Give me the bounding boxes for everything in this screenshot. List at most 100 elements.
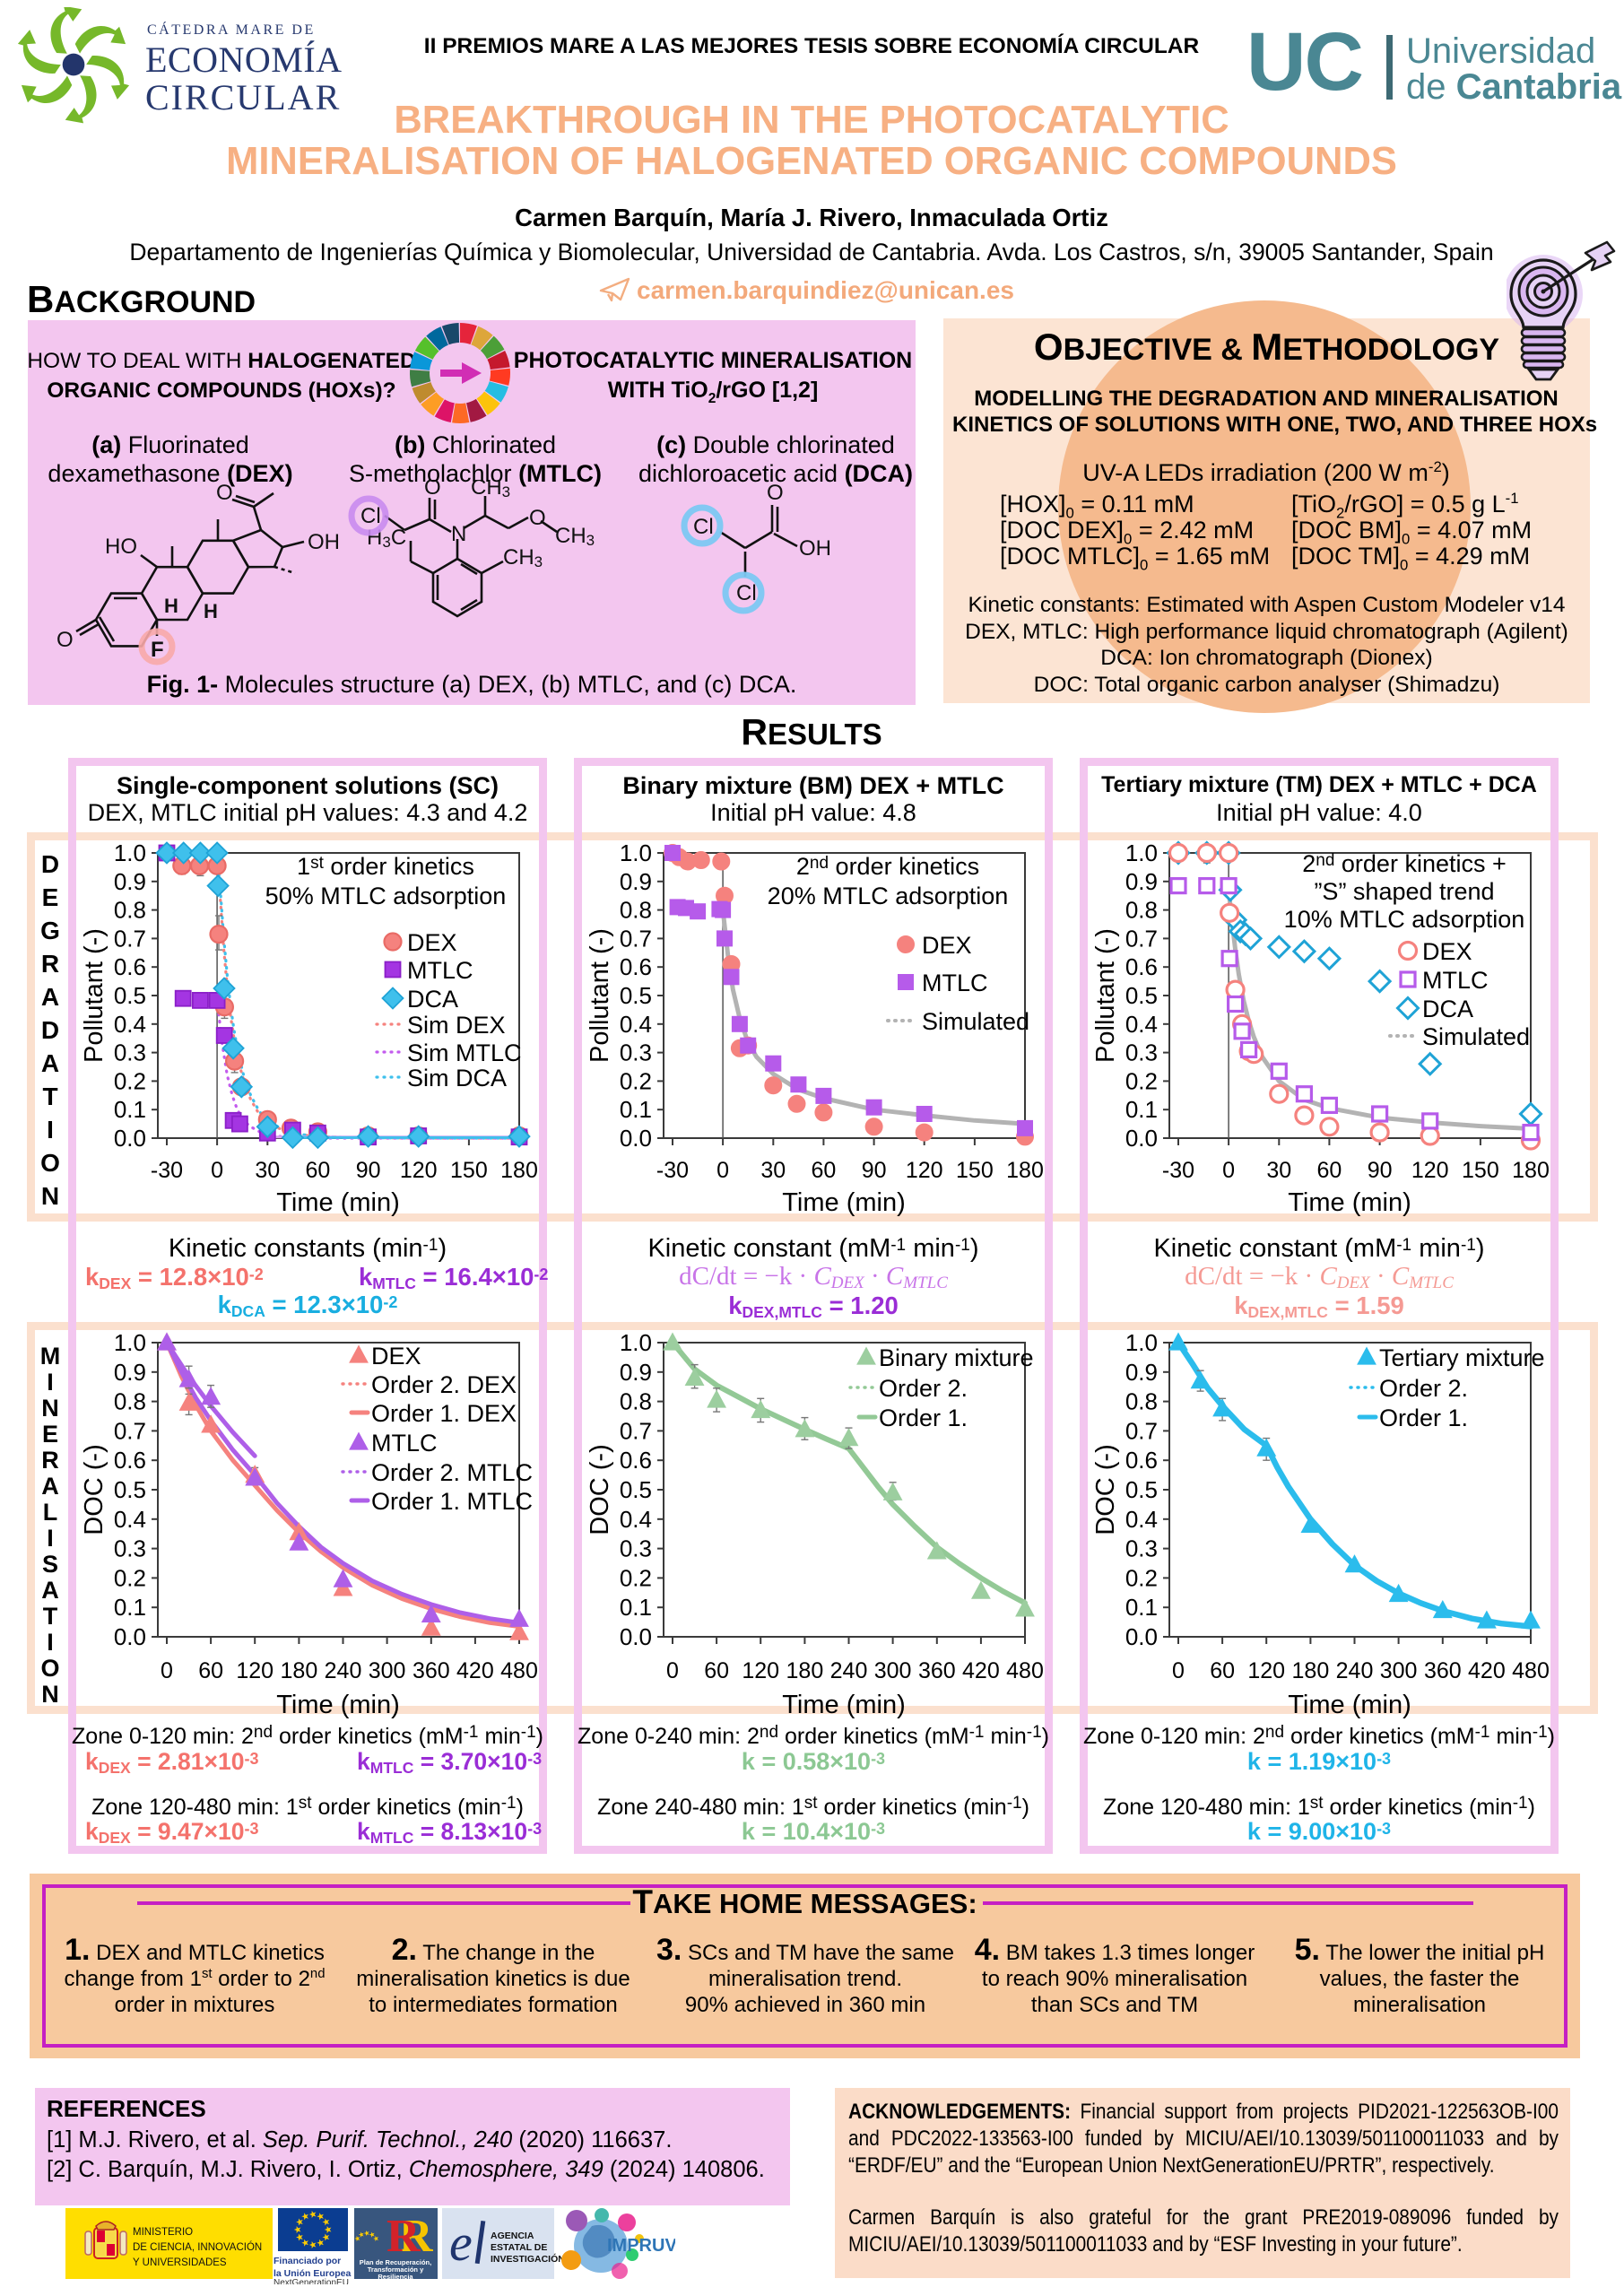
svg-text:30: 30 — [760, 1158, 786, 1183]
svg-text:0.1: 0.1 — [114, 1096, 146, 1123]
svg-text:0.6: 0.6 — [114, 1447, 146, 1474]
svg-text:480: 480 — [1006, 1658, 1044, 1683]
svg-text:e: e — [449, 2213, 473, 2272]
svg-text:MTLC: MTLC — [922, 970, 988, 996]
svg-text:kDEX = 12.8×10-2: kDEX = 12.8×10-2 — [85, 1263, 264, 1292]
svg-text:0.4: 0.4 — [1125, 1506, 1158, 1533]
svg-text:1.0: 1.0 — [620, 839, 652, 866]
svg-text:UC: UC — [1246, 22, 1362, 108]
svg-text:Sim DEX: Sim DEX — [407, 1012, 506, 1039]
svg-text:0.8: 0.8 — [114, 897, 146, 924]
svg-text:150: 150 — [1462, 1158, 1499, 1183]
svg-text:90: 90 — [862, 1158, 887, 1183]
svg-text:0: 0 — [211, 1158, 223, 1183]
svg-text:DEX: DEX — [407, 929, 457, 956]
svg-text:0.0: 0.0 — [114, 1623, 146, 1650]
svg-text:Time (min): Time (min) — [782, 1188, 905, 1217]
svg-text:Zone 120-480 min: 1st order ki: Zone 120-480 min: 1st order kinetics (mi… — [1103, 1794, 1535, 1820]
svg-text:MTLC: MTLC — [371, 1430, 438, 1457]
svg-text:30: 30 — [1266, 1158, 1291, 1183]
svg-text:Order 2.: Order 2. — [1379, 1375, 1468, 1402]
svg-text:Time (min): Time (min) — [1288, 1691, 1411, 1719]
svg-text:kDEX,MTLC = 1.59: kDEX,MTLC = 1.59 — [1234, 1292, 1404, 1321]
svg-text:0.4: 0.4 — [114, 1506, 146, 1533]
svg-text:0.1: 0.1 — [114, 1594, 146, 1621]
svg-text:0.7: 0.7 — [1125, 925, 1158, 952]
svg-text:0.5: 0.5 — [1125, 1476, 1158, 1503]
svg-text:0.3: 0.3 — [620, 1039, 652, 1066]
svg-text:Order 2. MTLC: Order 2. MTLC — [371, 1459, 533, 1486]
svg-text:Plan de Recuperación,: Plan de Recuperación, — [360, 2258, 431, 2266]
svg-text:-30: -30 — [151, 1158, 183, 1183]
svg-text:OH: OH — [799, 536, 831, 561]
svg-text:0.8: 0.8 — [1125, 897, 1158, 924]
svg-text:50% MTLC adsorption: 50% MTLC adsorption — [265, 883, 507, 909]
svg-text:dC/dt = −k · CDEX · CMTLC: dC/dt = −k · CDEX · CMTLC — [1185, 1262, 1454, 1292]
svg-text:Order 1.: Order 1. — [879, 1405, 968, 1431]
svg-text:0.6: 0.6 — [620, 1447, 652, 1474]
svg-text:0.5: 0.5 — [114, 1476, 146, 1503]
svg-text:0.9: 0.9 — [1125, 1359, 1158, 1386]
svg-text:F: F — [151, 638, 164, 662]
svg-text:0: 0 — [1172, 1658, 1185, 1683]
svg-text:0.7: 0.7 — [1125, 1417, 1158, 1444]
svg-text:0.6: 0.6 — [1125, 1447, 1158, 1474]
svg-text:DCA: DCA — [407, 986, 458, 1013]
svg-text:Zone 0-120 min: 2nd order kine: Zone 0-120 min: 2nd order kinetics (mM-1… — [72, 1723, 543, 1749]
svg-text:120: 120 — [742, 1658, 779, 1683]
svg-text:Zone 0-120 min: 2nd order kine: Zone 0-120 min: 2nd order kinetics (mM-1… — [1083, 1723, 1555, 1749]
svg-text:30: 30 — [255, 1158, 280, 1183]
svg-text:NextGenerationEU: NextGenerationEU — [274, 2278, 349, 2284]
svg-text:Zone 120-480 min: 1st order ki: Zone 120-480 min: 1st order kinetics (mi… — [91, 1794, 524, 1820]
svg-text:dC/dt = −k · CDEX · CMTLC: dC/dt = −k · CDEX · CMTLC — [679, 1262, 948, 1292]
svg-text:Order 1. DEX: Order 1. DEX — [371, 1400, 517, 1427]
svg-text:0.3: 0.3 — [620, 1535, 652, 1562]
svg-text:180: 180 — [1006, 1158, 1044, 1183]
svg-text:INVESTIGACIÓN: INVESTIGACIÓN — [491, 2253, 565, 2265]
svg-text:60: 60 — [198, 1658, 223, 1683]
svg-text:0.9: 0.9 — [114, 1359, 146, 1386]
svg-text:CÁTEDRA MARE DE: CÁTEDRA MARE DE — [147, 21, 316, 38]
svg-text:0.1: 0.1 — [1125, 1096, 1158, 1123]
svg-text:k = 9.00×10-3: k = 9.00×10-3 — [1247, 1818, 1391, 1845]
svg-text:Order 2. DEX: Order 2. DEX — [371, 1371, 517, 1398]
svg-text:-30: -30 — [656, 1158, 689, 1183]
svg-text:0.4: 0.4 — [114, 1011, 146, 1038]
svg-text:360: 360 — [918, 1658, 956, 1683]
svg-text:0.9: 0.9 — [1125, 868, 1158, 895]
svg-text:0: 0 — [716, 1158, 729, 1183]
svg-text:Sim DCA: Sim DCA — [407, 1065, 507, 1091]
svg-text:CH3: CH3 — [471, 480, 510, 500]
svg-text:0.3: 0.3 — [1125, 1535, 1158, 1562]
svg-text:DEX: DEX — [1422, 938, 1472, 965]
svg-text:10% MTLC adsorption: 10% MTLC adsorption — [1284, 906, 1525, 933]
svg-text:k = 10.4×10-3: k = 10.4×10-3 — [742, 1818, 885, 1845]
svg-text:0.3: 0.3 — [114, 1535, 146, 1562]
svg-text:1st order kinetics: 1st order kinetics — [297, 853, 474, 880]
svg-text:kMTLC = 8.13×10-3: kMTLC = 8.13×10-3 — [357, 1818, 542, 1847]
svg-text:DCA: DCA — [1422, 996, 1473, 1022]
svg-text:1.0: 1.0 — [620, 1329, 652, 1356]
svg-text:150: 150 — [450, 1158, 488, 1183]
svg-text:la Unión Europea: la Unión Europea — [274, 2268, 352, 2279]
svg-text:Universidad: Universidad — [1406, 31, 1595, 71]
svg-text:60: 60 — [811, 1158, 836, 1183]
svg-text:60: 60 — [1316, 1158, 1342, 1183]
svg-text:DOC (-): DOC (-) — [586, 1444, 614, 1535]
svg-text:0.6: 0.6 — [1125, 953, 1158, 980]
svg-text:Y UNIVERSIDADES: Y UNIVERSIDADES — [133, 2257, 227, 2268]
svg-text:180: 180 — [786, 1658, 824, 1683]
svg-text:420: 420 — [456, 1658, 494, 1683]
svg-text:0.7: 0.7 — [620, 1417, 652, 1444]
svg-text:0.9: 0.9 — [114, 868, 146, 895]
svg-text:Order 1. MTLC: Order 1. MTLC — [371, 1488, 533, 1515]
svg-text:R: R — [386, 2211, 421, 2262]
svg-text:0.4: 0.4 — [1125, 1011, 1158, 1038]
svg-text:Kinetic constant (mM-1 min-1): Kinetic constant (mM-1 min-1) — [647, 1234, 978, 1263]
svg-text:Binary mixture: Binary mixture — [879, 1344, 1034, 1371]
svg-text:0.4: 0.4 — [620, 1011, 652, 1038]
svg-text:CIRCULAR: CIRCULAR — [145, 77, 341, 117]
svg-text:Simulated: Simulated — [1422, 1023, 1530, 1050]
svg-text:90: 90 — [1368, 1158, 1393, 1183]
svg-text:0.1: 0.1 — [1125, 1594, 1158, 1621]
